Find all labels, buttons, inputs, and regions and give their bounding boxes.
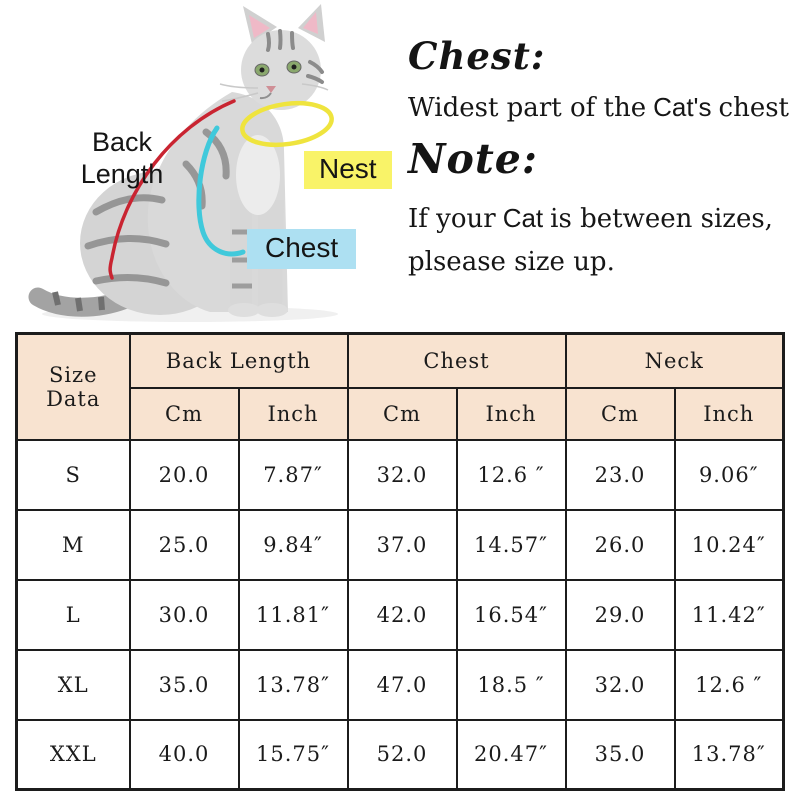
value-cell: 30.0 [128,578,240,651]
size-data-corner-cell: Size Data [15,332,131,441]
value-cell: 11.81″ [237,578,349,651]
chest-desc-product: Cat's [653,92,712,122]
value-cell: 26.0 [564,508,676,581]
value-cell: 20.47″ [455,718,567,791]
value-cell: 20.0 [128,438,240,511]
corner-label: Size Data [46,362,101,411]
value-cell: 14.57″ [455,508,567,581]
value-cell: 35.0 [128,648,240,721]
unit-header: Inch [237,386,349,441]
value-cell: 12.6 ″ [455,438,567,511]
size-cell: XL [15,648,131,721]
size-cell: M [15,508,131,581]
note-heading: Note: [408,135,538,183]
value-cell: 13.78″ [237,648,349,721]
chest-desc-suffix: chest [718,93,789,123]
value-cell: 23.0 [564,438,676,511]
value-cell: 52.0 [346,718,458,791]
unit-header: Cm [564,386,676,441]
chest-desc-prefix: Widest part of the [408,93,647,123]
unit-header: Inch [455,386,567,441]
cat-head [219,4,329,110]
chest-circumference-line [196,125,246,257]
back-length-label: Back Length [80,127,164,189]
group-header-back-length: Back Length [128,332,349,389]
value-cell: 37.0 [346,508,458,581]
note-product: Cat [502,203,544,233]
value-cell: 12.6 ″ [673,648,785,721]
cat-nose [266,86,276,93]
nest-label: Nest [304,151,392,189]
table-row-l: L 30.0 11.81″ 42.0 16.54″ 29.0 11.42″ [15,578,785,651]
value-cell: 9.84″ [237,508,349,581]
info-panel: Chest: Widest part of the Cat's chest Note… [408,34,798,277]
value-cell: 42.0 [346,578,458,651]
note-prefix: If your [408,204,496,234]
value-cell: 13.78″ [673,718,785,791]
chest-description: Widest part of the Cat's chest [408,92,798,123]
chest-heading: Chest: [408,34,546,78]
cat-body [80,92,288,317]
note-line-1: If your Cat is between sizes, [408,203,798,234]
size-cell: L [15,578,131,651]
table-row-s: S 20.0 7.87″ 32.0 12.6 ″ 23.0 9.06″ [15,438,785,511]
value-cell: 10.24″ [673,508,785,581]
table-row-xxl: XXL 40.0 15.75″ 52.0 20.47″ 35.0 13.78″ [15,718,785,791]
value-cell: 47.0 [346,648,458,721]
note-line-2: plsease size up. [408,247,615,277]
value-cell: 9.06″ [673,438,785,511]
value-cell: 11.42″ [673,578,785,651]
value-cell: 40.0 [128,718,240,791]
note-suffix: is between sizes, [550,204,773,234]
back-length-line [108,99,236,280]
neck-circumference-ring [240,100,334,148]
chest-label: Chest [247,229,357,269]
group-header-neck: Neck [564,332,785,389]
value-cell: 7.87″ [237,438,349,511]
value-cell: 32.0 [346,438,458,511]
unit-header: Cm [128,386,240,441]
unit-header: Cm [346,386,458,441]
table-row-m: M 25.0 9.84″ 37.0 14.57″ 26.0 10.24″ [15,508,785,581]
table-row-xl: XL 35.0 13.78″ 47.0 18.5 ″ 32.0 12.6 ″ [15,648,785,721]
value-cell: 18.5 ″ [455,648,567,721]
size-cell: S [15,438,131,511]
value-cell: 29.0 [564,578,676,651]
value-cell: 15.75″ [237,718,349,791]
size-table: Size Data Back Length Chest Neck Cm Inch… [15,332,785,791]
size-cell: XXL [15,718,131,791]
cat-measurement-diagram: Back Length Nest Chest [0,0,420,330]
value-cell: 16.54″ [455,578,567,651]
group-header-chest: Chest [346,332,567,389]
value-cell: 35.0 [564,718,676,791]
unit-header: Inch [673,386,785,441]
value-cell: 32.0 [564,648,676,721]
value-cell: 25.0 [128,508,240,581]
